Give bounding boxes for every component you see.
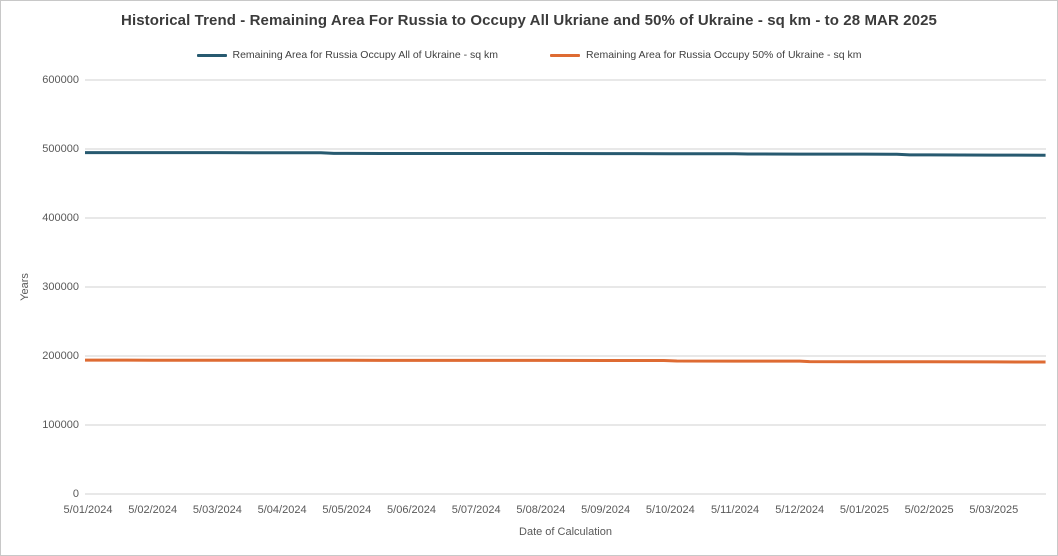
x-tick-label: 5/03/2025	[969, 504, 1019, 516]
x-tick-label: 5/07/2024	[451, 504, 501, 516]
x-tick-label: 5/02/2025	[904, 504, 954, 516]
chart-title: Historical Trend - Remaining Area For Ru…	[121, 12, 937, 29]
x-tick-label: 5/05/2024	[322, 504, 372, 516]
series-line-0	[85, 151, 1046, 157]
legend-line-swatch-50-ukraine	[550, 53, 581, 57]
x-tick-label: 5/01/2025	[839, 504, 889, 516]
x-tick-label: 5/11/2024	[710, 504, 760, 516]
x-axis-title: Date of Calculation	[519, 526, 612, 538]
y-tick-label: 300000	[42, 281, 79, 293]
legend: Remaining Area for Russia Occupy All of …	[1, 49, 1057, 61]
y-axis-title: Years	[19, 273, 31, 301]
x-tick-label: 5/12/2024	[775, 504, 825, 516]
x-tick-label: 5/09/2024	[581, 504, 631, 516]
y-tick-label: 600000	[42, 74, 79, 86]
y-tick-label: 400000	[42, 212, 79, 224]
series-line-1	[85, 358, 1046, 364]
y-tick-label: 500000	[42, 143, 79, 155]
legend-item-all-ukraine: Remaining Area for Russia Occupy All of …	[196, 49, 499, 61]
y-tick-label: 200000	[42, 350, 79, 362]
legend-item-50-ukraine: Remaining Area for Russia Occupy 50% of …	[550, 49, 861, 61]
x-tick-label: 5/01/2024	[63, 504, 113, 516]
x-tick-label: 5/04/2024	[257, 504, 307, 516]
x-tick-label: 5/10/2024	[645, 504, 695, 516]
legend-label-50-ukraine: Remaining Area for Russia Occupy 50% of …	[586, 49, 862, 61]
x-tick-label: 5/02/2024	[128, 504, 178, 516]
legend-line-swatch-all-ukraine	[196, 53, 227, 57]
x-tick-label: 5/06/2024	[387, 504, 436, 516]
legend-label-all-ukraine: Remaining Area for Russia Occupy All of …	[232, 49, 499, 61]
y-tick-label: 0	[72, 488, 79, 500]
x-tick-label: 5/08/2024	[516, 504, 566, 516]
x-tick-label: 5/03/2024	[192, 504, 242, 516]
y-tick-label: 100000	[42, 419, 79, 431]
